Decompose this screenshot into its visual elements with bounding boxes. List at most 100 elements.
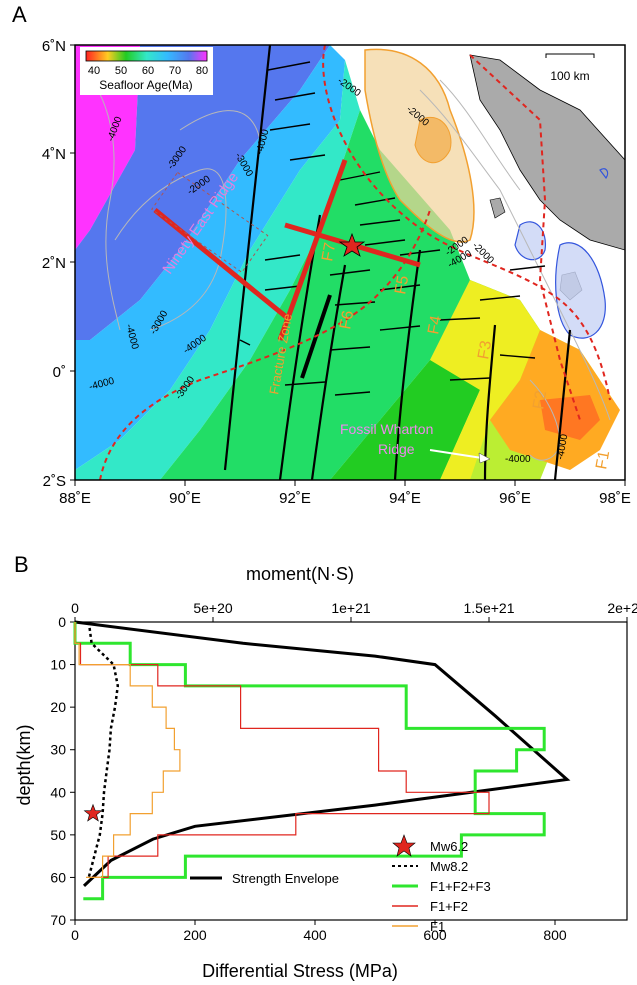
fault-label: F3 — [475, 339, 495, 360]
legend-label-f123: F1+F2+F3 — [430, 879, 491, 894]
top-tick-label: 1e+21 — [331, 600, 371, 616]
mw62-star-marker — [83, 803, 103, 822]
arrow-line — [429, 449, 483, 459]
scalebar-label: 100 km — [550, 69, 589, 83]
top-tick-label: 5e+20 — [193, 600, 233, 616]
strength-envelope-line — [74, 620, 571, 887]
seafloor-age-map: -4000 -3000 -2000 -3000 -4000 -2000 -200… — [74, 44, 626, 481]
top-tick-label: 1.5e+21 — [464, 600, 515, 616]
fault-label: F5 — [392, 274, 412, 295]
legend-star — [392, 834, 416, 857]
colorbar-tick: 40 — [88, 65, 100, 77]
colorbar-tick: 60 — [142, 65, 154, 77]
lon-label: 88˚E — [59, 490, 91, 507]
lat-label: 2˚N — [42, 255, 66, 272]
age-zone-60 — [75, 60, 360, 480]
series-layer — [73, 620, 571, 901]
colorbar-title: Seafloor Age(Ma) — [99, 78, 192, 92]
fault-label: F2 — [530, 389, 550, 410]
aftershock-zone-blue-2 — [555, 242, 606, 339]
left-tick-label: 40 — [50, 784, 66, 800]
left-tick-label: 50 — [50, 827, 66, 843]
top-axis-label: moment(N·S) — [246, 564, 354, 584]
fault-line-5 — [483, 324, 497, 480]
age-zone-80 — [75, 45, 140, 250]
legend: Mw6.2 Mw8.2 F1+F2+F3 F1+F2 F1 Strength E… — [190, 834, 491, 934]
aftershock-zone-orange-inner — [414, 116, 452, 163]
top-tick-label: 0 — [71, 600, 79, 616]
aftershock-zone-blue-3 — [599, 168, 609, 180]
mw82-dashed-line — [87, 621, 120, 878]
fault-labels: F7 F6 F5 F4 F3 F2 F1 — [319, 241, 613, 470]
lon-label: 96˚E — [499, 490, 531, 507]
colorbar-tick: 50 — [115, 65, 127, 77]
left-tick-label: 10 — [50, 657, 66, 673]
fault-line-4 — [393, 249, 422, 480]
arrow-head — [478, 452, 491, 464]
series-f1-f2-f3-line — [73, 622, 546, 901]
fossil-wharton-label-1: Fossil Wharton — [340, 421, 433, 437]
map-lon-axis: 88˚E 90˚E 92˚E 94˚E 96˚E 98˚E — [59, 480, 631, 507]
legend-label-f1: F1 — [430, 919, 445, 934]
left-tick-label: 0 — [58, 614, 66, 630]
fault-line-3 — [310, 264, 347, 480]
scalebar: 100 km — [545, 53, 595, 83]
bottom-axis-label: Differential Stress (MPa) — [202, 961, 398, 981]
left-tick-label: 60 — [50, 869, 66, 885]
left-tick-label: 70 — [50, 912, 66, 928]
age-zone-30 — [540, 395, 600, 440]
bottom-tick-label: 200 — [183, 927, 207, 943]
map-lat-axis: 6˚N 4˚N 2˚N 0˚ 2˚S — [42, 38, 75, 490]
bottom-axis-ticks: 0 200 400 600 800 — [71, 920, 567, 943]
panel-a-letter: A — [12, 2, 27, 27]
left-axis-ticks: 0 10 20 30 40 50 60 70 — [50, 614, 75, 928]
lat-label: 6˚N — [42, 38, 66, 55]
contour-label: -4000 — [555, 433, 570, 461]
series-f1-line — [74, 622, 181, 879]
left-axis-label: depth(km) — [14, 724, 34, 805]
left-tick-label: 30 — [50, 742, 66, 758]
fault-line-1 — [223, 45, 272, 471]
bathymetry-contours — [94, 79, 611, 461]
aftershock-zone-blue-1 — [514, 221, 547, 261]
colorbar-gradient — [85, 50, 208, 62]
top-axis-ticks: 0 5e+20 1e+21 1.5e+21 2e+21 — [71, 600, 637, 622]
age-zone-75 — [75, 45, 330, 340]
colorbar-tick: 80 — [196, 65, 208, 77]
legend-label-f12: F1+F2 — [430, 899, 468, 914]
top-tick-label: 2e+21 — [607, 600, 637, 616]
bottom-tick-label: 600 — [423, 927, 447, 943]
island-1 — [489, 197, 506, 219]
series-f1-f2-line — [74, 622, 490, 879]
fault-line-6 — [553, 329, 572, 480]
bottom-tick-label: 400 — [303, 927, 327, 943]
fossil-wharton-label-2: Ridge — [378, 441, 415, 457]
bottom-tick-label: 800 — [543, 927, 567, 943]
lat-label: 0˚ — [53, 364, 66, 381]
lon-label: 92˚E — [279, 490, 311, 507]
contour-label: -4000 — [505, 454, 531, 465]
lon-label: 90˚E — [169, 490, 201, 507]
legend-label-mw62: Mw6.2 — [430, 839, 468, 854]
colorbar-tick: 70 — [169, 65, 181, 77]
fault-label: F4 — [425, 314, 445, 335]
epicenter-star — [338, 232, 366, 257]
colorbar: 40 50 60 70 80 Seafloor Age(Ma) — [80, 47, 213, 95]
plate-boundaries — [99, 45, 611, 480]
fault-label: F6 — [337, 309, 357, 330]
legend-label-strength: Strength Envelope — [232, 871, 339, 886]
legend-label-mw82: Mw8.2 — [430, 859, 468, 874]
age-zone-40 — [430, 280, 540, 480]
age-zone-55 — [160, 110, 470, 480]
lat-label: 4˚N — [42, 146, 66, 163]
fault-label: F7 — [319, 241, 339, 262]
lat-label: 2˚S — [43, 473, 66, 490]
lon-label: 98˚E — [599, 490, 631, 507]
bottom-tick-label: 0 — [71, 927, 79, 943]
panel-b-letter: B — [14, 552, 29, 577]
fault-label: F1 — [593, 449, 613, 470]
stress-depth-plot: 0 5e+20 1e+21 1.5e+21 2e+21 0 200 400 600 800 0 1… — [50, 600, 637, 943]
left-tick-label: 20 — [50, 699, 66, 715]
sumatra-land — [469, 54, 625, 251]
